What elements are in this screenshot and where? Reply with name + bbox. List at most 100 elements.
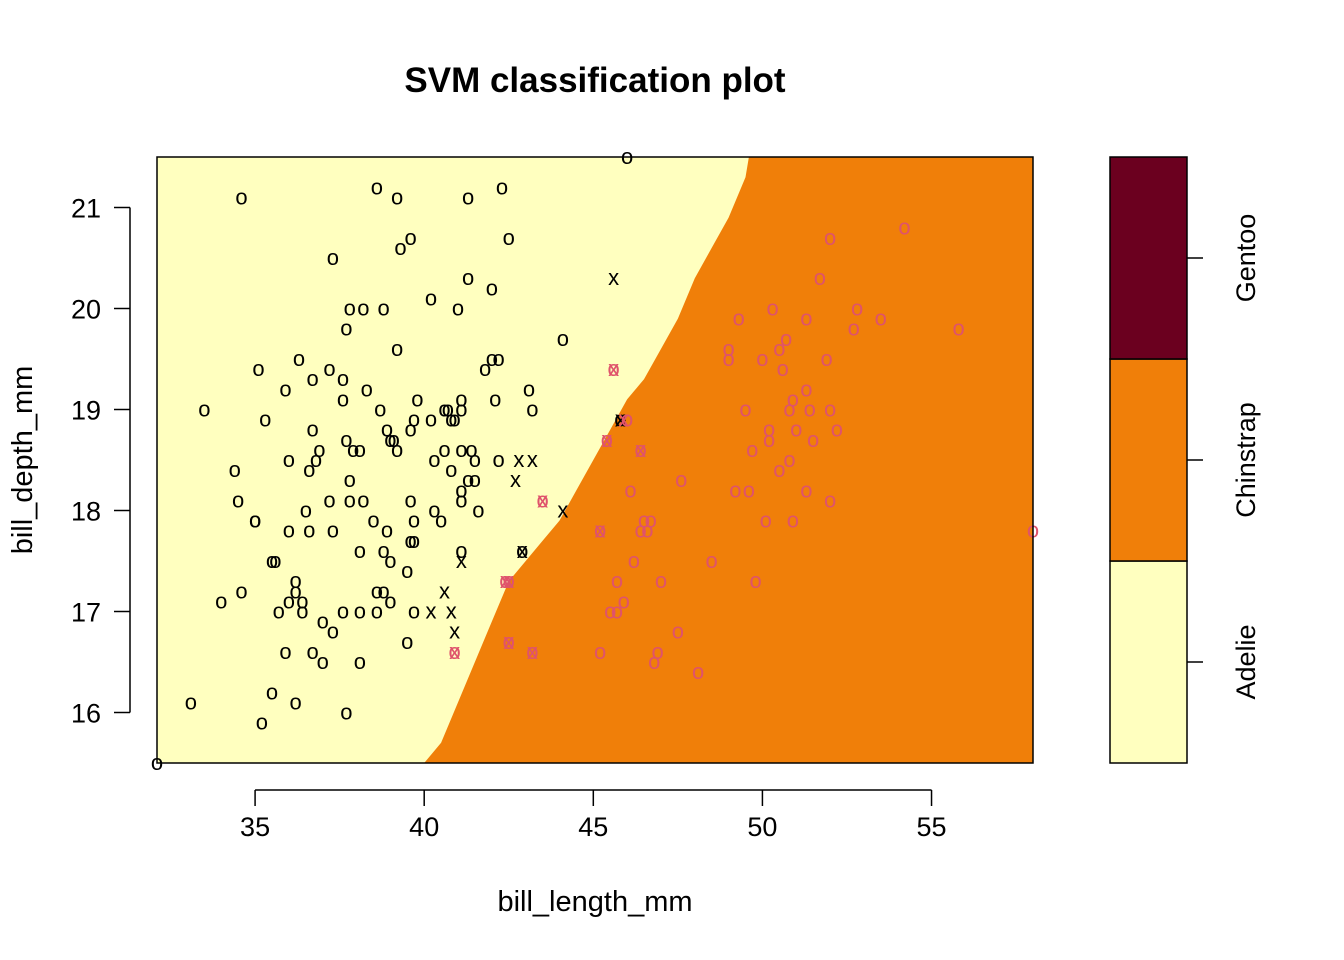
adelie-point: o — [469, 447, 481, 472]
chinstrap-point: o — [651, 639, 663, 664]
x-tick-label: 45 — [578, 812, 608, 842]
adelie-point: o — [310, 447, 322, 472]
adelie-point: o — [405, 487, 417, 512]
adelie-point: o — [411, 386, 423, 411]
adelie-point: o — [408, 528, 420, 553]
y-tick-label: 16 — [71, 699, 101, 729]
class-region-chinstrap — [424, 157, 1033, 763]
adelie-point: o — [273, 599, 285, 624]
chinstrap-support-vector: x — [635, 437, 646, 462]
adelie-point: o — [337, 386, 349, 411]
chinstrap-point: o — [611, 568, 623, 593]
chinstrap-point: o — [800, 477, 812, 502]
adelie-point: o — [306, 639, 318, 664]
plot-frame — [156, 156, 1034, 764]
adelie-point: o — [344, 296, 356, 321]
chinstrap-point: o — [743, 477, 755, 502]
adelie-point: o — [455, 397, 467, 422]
adelie-point: o — [306, 366, 318, 391]
chinstrap-support-vector: x — [527, 639, 538, 664]
chinstrap-point: o — [756, 346, 768, 371]
adelie-point: o — [354, 538, 366, 563]
adelie-point: o — [384, 548, 396, 573]
adelie-point: o — [442, 397, 454, 422]
adelie-point: o — [428, 447, 440, 472]
adelie-point: o — [462, 265, 474, 290]
x-axis: 35 40 45 50 55 — [240, 789, 947, 842]
adelie-point: o — [445, 407, 457, 432]
adelie-point: o — [344, 487, 356, 512]
chinstrap-support-vector: x — [500, 568, 511, 593]
adelie-point: o — [327, 245, 339, 270]
adelie-point: o — [249, 508, 261, 533]
adelie-point: o — [394, 235, 406, 260]
adelie-point: o — [327, 518, 339, 543]
adelie-support-vector: x — [513, 447, 524, 472]
chinstrap-point: o — [706, 548, 718, 573]
adelie-point: o — [523, 376, 535, 401]
adelie-point: o — [526, 397, 538, 422]
chinstrap-point: o — [722, 336, 734, 361]
adelie-point: o — [486, 346, 498, 371]
adelie-point: o — [377, 296, 389, 321]
adelie-point: o — [405, 417, 417, 442]
chinstrap-point: o — [783, 447, 795, 472]
chinstrap-support-vector: x — [537, 487, 548, 512]
adelie-point: o — [425, 407, 437, 432]
chinstrap-support-vector: x — [618, 407, 629, 432]
adelie-point: o — [323, 487, 335, 512]
chinstrap-point: o — [739, 397, 751, 422]
adelie-support-vector: x — [608, 265, 619, 290]
chinstrap-point: o — [645, 508, 657, 533]
adelie-point: o — [371, 578, 383, 603]
adelie-support-vector: x — [615, 407, 626, 432]
chinstrap-point: o — [773, 457, 785, 482]
adelie-point: o — [279, 639, 291, 664]
adelie-point: o — [303, 518, 315, 543]
adelie-point: o — [384, 427, 396, 452]
adelie-point: o — [337, 599, 349, 624]
adelie-point: o — [472, 498, 484, 523]
chinstrap-support-vector: x — [608, 356, 619, 381]
chinstrap-point: o — [800, 376, 812, 401]
chinstrap-point: o — [499, 568, 511, 593]
adelie-point: o — [371, 174, 383, 199]
adelie-point: o — [391, 336, 403, 361]
adelie-point: o — [354, 599, 366, 624]
adelie-point: o — [405, 528, 417, 553]
chinstrap-point: o — [607, 356, 619, 381]
chinstrap-point: o — [733, 306, 745, 331]
adelie-point: o — [340, 316, 352, 341]
adelie-support-vector: x — [527, 447, 538, 472]
adelie-point: o — [215, 588, 227, 613]
adelie-point: o — [367, 508, 379, 533]
adelie-point: o — [340, 427, 352, 452]
adelie-point: o — [290, 568, 302, 593]
chinstrap-point: o — [672, 619, 684, 644]
chinstrap-point: o — [760, 508, 772, 533]
chinstrap-point: o — [821, 346, 833, 371]
chinstrap-point: o — [848, 316, 860, 341]
adelie-point: o — [266, 679, 278, 704]
adelie-point: o — [354, 649, 366, 674]
chinstrap-point: o — [648, 649, 660, 674]
adelie-point: o — [323, 356, 335, 381]
y-tick-label: 17 — [71, 598, 101, 628]
adelie-point: o — [557, 326, 569, 351]
adelie-point: o — [344, 467, 356, 492]
adelie-point: o — [235, 184, 247, 209]
chinstrap-point: o — [594, 518, 606, 543]
adelie-point: o — [435, 508, 447, 533]
x-tick-label: 40 — [409, 812, 439, 842]
adelie-point: o — [465, 437, 477, 462]
adelie-point: o — [428, 498, 440, 523]
adelie-point: o — [445, 457, 457, 482]
adelie-point: o — [408, 407, 420, 432]
adelie-point: o — [469, 467, 481, 492]
chinstrap-point: o — [763, 427, 775, 452]
class-legend: Adelie Chinstrap Gentoo — [1109, 156, 1261, 764]
chinstrap-point: o — [824, 487, 836, 512]
adelie-point: o — [455, 437, 467, 462]
adelie-point: o — [185, 689, 197, 714]
